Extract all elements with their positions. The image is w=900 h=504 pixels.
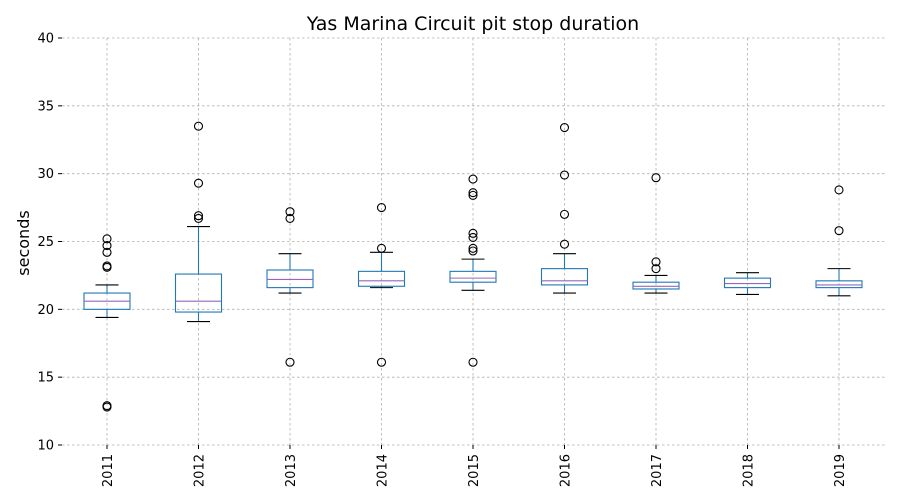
x-tick-label: 2011 <box>101 454 116 487</box>
x-tick-label: 2015 <box>467 454 482 487</box>
x-tick-label: 2014 <box>376 454 391 487</box>
box-2013 <box>266 207 314 367</box>
y-tick-label: 20 <box>37 303 54 318</box>
y-axis-label: seconds <box>14 210 33 275</box>
outlier-point <box>468 174 478 184</box>
y-tick-label: 25 <box>37 235 54 250</box>
iqr-box <box>174 273 223 313</box>
box-2016 <box>540 122 589 294</box>
outlier-point <box>559 209 570 219</box>
outlier-point <box>376 357 387 367</box>
outlier-point <box>376 203 387 213</box>
chart-title: Yas Marina Circuit pit stop duration <box>306 13 639 35</box>
box-2015 <box>449 174 497 367</box>
outlier-point <box>468 232 478 242</box>
outlier-point <box>102 262 112 272</box>
outlier-point <box>468 228 478 238</box>
outlier-point <box>285 207 295 217</box>
outlier-point <box>559 239 570 249</box>
outlier-point <box>651 264 661 274</box>
iqr-box <box>815 280 863 289</box>
x-tick-label: 2016 <box>559 454 574 487</box>
iqr-box <box>357 270 406 287</box>
x-tick-label: 2013 <box>284 454 299 487</box>
x-tick-label: 2017 <box>650 454 665 487</box>
outlier-point <box>193 121 204 131</box>
box-2014 <box>357 203 406 367</box>
outlier-point <box>468 357 478 367</box>
iqr-box <box>266 269 314 289</box>
x-axis-ticks: 2011 2012 2013 2014 2015 2016 2017 2018 2019 <box>101 445 848 487</box>
x-tick-label: 2018 <box>742 454 757 487</box>
outlier-point <box>651 173 661 183</box>
outlier-point <box>468 190 478 200</box>
outlier-point <box>376 243 387 253</box>
outlier-point <box>559 170 570 180</box>
outlier-point <box>193 213 204 223</box>
outlier-point <box>559 122 570 133</box>
box-2011 <box>83 234 131 412</box>
y-tick-label: 35 <box>37 99 54 114</box>
outlier-point <box>468 243 478 253</box>
outlier-point <box>193 211 204 221</box>
outlier-point <box>468 188 478 198</box>
outlier-point <box>102 402 112 412</box>
iqr-box <box>449 270 497 283</box>
y-tick-label: 10 <box>37 439 54 454</box>
outlier-point <box>834 185 844 195</box>
outlier-point <box>285 357 295 367</box>
box-2019 <box>815 185 863 297</box>
outlier-point <box>651 257 661 267</box>
grid-layer <box>62 37 885 446</box>
x-tick-label: 2012 <box>193 454 208 487</box>
outlier-point <box>102 241 112 251</box>
iqr-box <box>540 268 589 286</box>
iqr-box <box>632 281 680 290</box>
outlier-point <box>102 234 112 244</box>
outlier-point <box>193 178 204 188</box>
box-2017 <box>632 173 680 294</box>
iqr-box <box>723 277 772 289</box>
y-axis-ticks: 10 15 20 25 30 35 40 <box>37 32 62 454</box>
outlier-point <box>285 213 295 223</box>
outlier-point <box>834 226 844 236</box>
y-tick-label: 40 <box>37 32 54 47</box>
outlier-point <box>102 247 112 257</box>
outlier-point <box>468 246 478 256</box>
box-2012 <box>174 121 223 323</box>
y-tick-label: 15 <box>37 371 54 386</box>
box-2018 <box>723 272 772 295</box>
box-layer <box>83 121 863 412</box>
y-tick-label: 30 <box>37 167 54 182</box>
x-tick-label: 2019 <box>833 454 848 487</box>
